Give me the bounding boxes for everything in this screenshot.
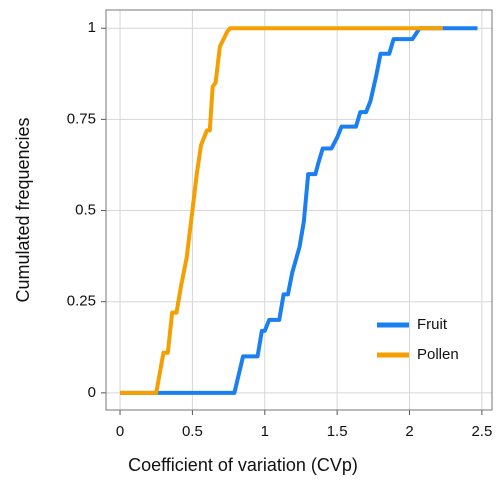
x-axis-label: Coefficient of variation (CVp) [128, 455, 358, 475]
x-tick-label: 1.5 [327, 423, 348, 440]
line [120, 26, 443, 395]
legend-label: Pollen [417, 346, 459, 363]
y-tick-label: 0.75 [67, 110, 96, 127]
x-tick-label: 0 [116, 423, 124, 440]
line [120, 26, 478, 395]
y-tick-label: 1 [88, 19, 96, 36]
plot-frame [105, 9, 493, 411]
x-tick-label: 2.5 [471, 423, 492, 440]
x-tick-label: 1 [261, 423, 269, 440]
legend-label: Fruit [417, 316, 448, 333]
y-tick-label: 0.25 [67, 293, 96, 310]
y-tick-label: 0 [88, 384, 96, 401]
x-tick-label: 0.5 [182, 423, 203, 440]
x-tick-label: 2 [405, 423, 413, 440]
y-axis-label: Cumulated frequencies [13, 117, 33, 302]
y-tick-label: 0.5 [75, 202, 96, 219]
